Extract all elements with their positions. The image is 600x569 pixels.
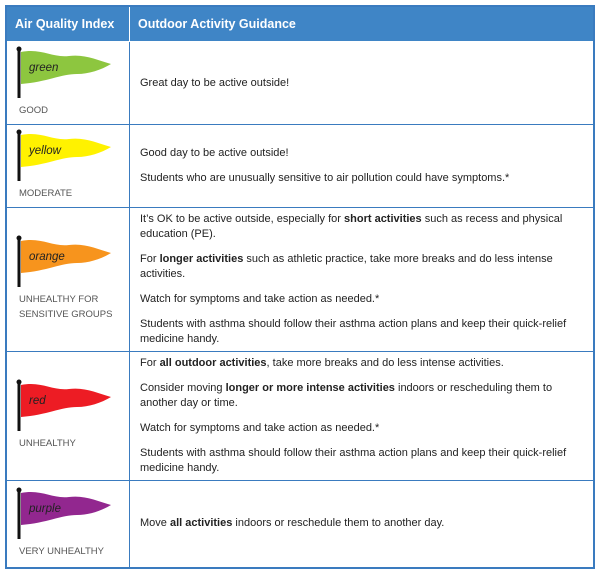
table-body: green GOOD Great day to be active outside!… (5, 41, 595, 568)
guidance-cell: Good day to be active outside! Students w… (129, 124, 595, 208)
header-cell: Air Quality Index (5, 5, 130, 42)
flag-cloth (21, 134, 111, 167)
flag: purple (16, 487, 111, 539)
aqi-level: MODERATE (19, 188, 73, 199)
flag-knob (16, 129, 22, 135)
guidance-text: Good day to be active outside! (140, 146, 583, 161)
guidance-cell: For all outdoor activities, take more br… (129, 351, 595, 481)
guidance-text: Students with asthma should follow their… (140, 317, 583, 347)
text-segment: all activities (169, 517, 233, 530)
text-segment: longer or more intense activities (225, 382, 395, 394)
text-segment: Watch for symptoms and take action as ne… (140, 422, 380, 434)
flag-label: red (29, 395, 46, 407)
flag-cloth (21, 384, 111, 417)
text-segment: all outdoor activities (159, 357, 267, 369)
flag-cloth (21, 51, 111, 84)
aqi-level: UNHEALTHY FOR SENSITIVE GROUPS (19, 294, 113, 320)
text-segment: longer activities (159, 253, 244, 265)
flag-label: orange (29, 251, 65, 263)
guidance-text: For all outdoor activities, take more br… (140, 356, 583, 371)
guidance-text: Watch for symptoms and take action as ne… (140, 421, 583, 436)
aqi-table: Air Quality Index Outdoor Activity Guida… (5, 5, 595, 569)
aqi-cell: purple VERY UNHEALTHY (5, 480, 130, 568)
flag-cloth (21, 491, 111, 525)
guidance-cell: Great day to be active outside! (129, 41, 595, 125)
text-segment: Consider moving (140, 382, 226, 394)
text-segment: such as recess and physical education (P… (140, 213, 563, 240)
flag: red (16, 379, 111, 431)
table-row: yellow MODERATE Good day to be active outs… (5, 124, 595, 208)
table-row: orange UNHEALTHY FOR SENSITIVE GROUPS It’s… (5, 207, 595, 352)
guidance-text: Students who are unusually sensitive to … (140, 171, 583, 186)
flag-knob (16, 46, 22, 52)
text-segment: For (140, 253, 160, 265)
flag: orange (16, 235, 111, 287)
flag-knob (16, 487, 22, 493)
aqi-cell: red UNHEALTHY (5, 351, 130, 481)
text-segment: indoors or rescheduling them to another … (140, 382, 553, 409)
table-row: red UNHEALTHY For all outdoor activities, … (5, 351, 595, 481)
header-row: Air Quality Index Outdoor Activity Guida… (5, 5, 595, 42)
text-segment: Students with asthma should follow their… (140, 318, 567, 345)
aqi-level: VERY UNHEALTHY (19, 545, 104, 557)
text-segment: such as athletic practice, take more bre… (140, 253, 553, 280)
text-segment: , take more breaks and do less intense a… (266, 357, 504, 369)
guidance-text: Students with asthma should follow their… (140, 446, 583, 476)
guidance-cell: It’s OK to be active outside, especially… (129, 207, 595, 352)
text-segment: Good day to be active outside! (140, 147, 289, 159)
header-cell: Outdoor Activity Guidance (129, 5, 595, 42)
flag-label: yellow (28, 145, 62, 157)
flag-label: green (29, 62, 58, 74)
flag-label: purple (28, 503, 61, 515)
guidance-text: For longer activities such as athletic p… (140, 252, 583, 282)
flag-cloth (21, 240, 111, 273)
text-segment: It’s OK to be active outside, especially… (140, 213, 345, 225)
table-row: green GOOD Great day to be active outside! (5, 41, 595, 125)
text-segment: indoors or reschedule them to another da… (232, 517, 445, 530)
text-segment: Watch for symptoms and take action as ne… (140, 293, 380, 305)
aqi-cell: orange UNHEALTHY FOR SENSITIVE GROUPS (5, 207, 130, 352)
text-segment: For (140, 357, 160, 369)
text-segment: Students with asthma should follow their… (140, 447, 567, 474)
table-row: purple VERY UNHEALTHY Move all activities … (5, 480, 595, 568)
aqi-cell: yellow MODERATE (5, 124, 130, 208)
guidance-text: Great day to be active outside! (140, 76, 583, 91)
guidance-text: It’s OK to be active outside, especially… (140, 212, 583, 242)
guidance-text: Consider moving longer or more intense a… (140, 381, 583, 411)
aqi-level: GOOD (19, 105, 49, 116)
guidance-text: Move all activities indoors or reschedul… (140, 516, 583, 531)
flag-knob (16, 235, 22, 241)
text-segment: Great day to be active outside! (140, 76, 290, 89)
flag-knob (16, 379, 22, 385)
text-segment: short activities (344, 213, 422, 225)
guidance-text: Watch for symptoms and take action as ne… (140, 292, 583, 307)
aqi-level: UNHEALTHY (19, 438, 76, 449)
flag: yellow (16, 129, 111, 181)
aqi-cell: green GOOD (5, 41, 130, 125)
guidance-cell: Move all activities indoors or reschedul… (129, 480, 595, 568)
flag: green (16, 46, 111, 98)
text-segment: Students who are unusually sensitive to … (140, 172, 510, 184)
text-segment: Move (140, 517, 170, 530)
